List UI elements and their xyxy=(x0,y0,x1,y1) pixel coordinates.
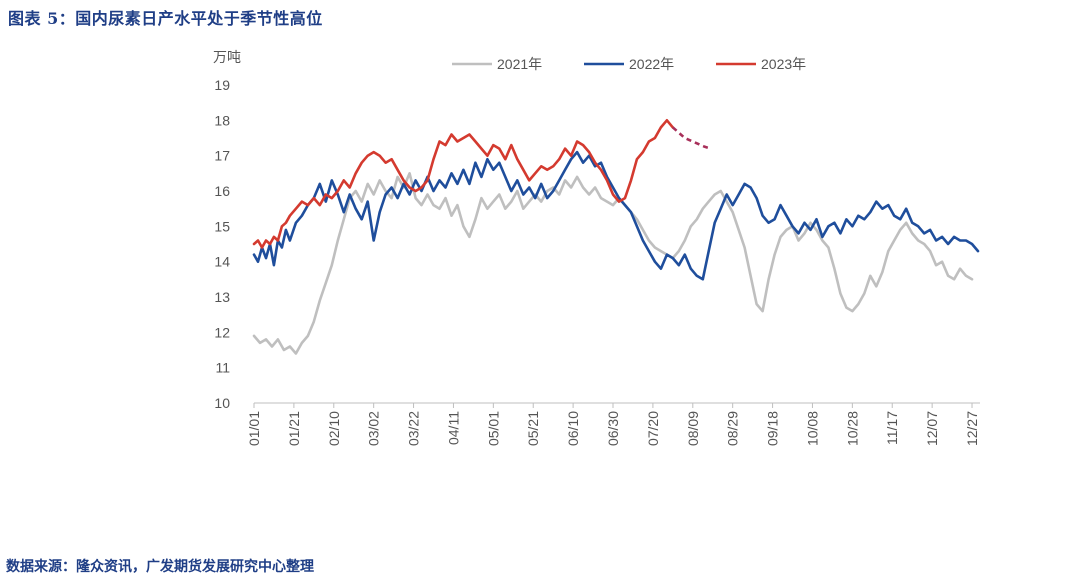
x-tick-label: 10/08 xyxy=(804,411,820,446)
y-tick-label: 16 xyxy=(214,183,230,199)
series-line-1 xyxy=(252,150,980,281)
x-axis: 01/01 01/21 02/10 03/02 03/22 04/11 05/01 05/21… xyxy=(246,402,980,446)
legend-label: 2023年 xyxy=(761,56,806,72)
x-tick-label: 08/09 xyxy=(685,411,701,446)
source-note: 数据来源：隆众资讯，广发期货发展研究中心整理 xyxy=(6,559,314,575)
x-tick-label: 08/29 xyxy=(725,411,741,446)
x-tick-label: 01/21 xyxy=(286,411,302,446)
x-tick-label: 05/01 xyxy=(485,411,501,446)
y-tick-label: 19 xyxy=(214,77,230,93)
legend-label: 2022年 xyxy=(629,56,674,72)
x-tick-label: 02/10 xyxy=(326,411,342,446)
x-tick-label: 09/18 xyxy=(765,411,781,446)
y-tick-label: 14 xyxy=(214,254,230,270)
x-tick-label: 06/30 xyxy=(605,411,621,446)
x-tick-label: 03/22 xyxy=(406,411,422,446)
x-tick-label: 10/28 xyxy=(844,411,860,446)
y-tick-label: 11 xyxy=(215,360,230,376)
legend: 2021年 2022年 2023年 xyxy=(452,56,806,72)
y-axis-ticks: 10 11 12 13 14 15 16 17 18 19 xyxy=(214,77,230,411)
series-line-2 xyxy=(252,119,675,249)
y-tick-label: 13 xyxy=(214,289,230,305)
y-axis-unit-label: 万吨 xyxy=(213,49,241,65)
x-tick-label: 07/20 xyxy=(645,411,661,446)
x-tick-label: 12/07 xyxy=(924,411,940,446)
x-tick-label: 04/11 xyxy=(445,411,461,445)
x-tick-label: 12/27 xyxy=(964,411,980,446)
x-tick-label: 03/02 xyxy=(366,411,382,446)
series-lines xyxy=(252,119,980,355)
series-line-0 xyxy=(252,172,974,355)
figure-title: 图表 5：国内尿素日产水平处于季节性高位 xyxy=(8,9,323,28)
legend-label: 2021年 xyxy=(497,56,542,72)
y-tick-label: 15 xyxy=(214,218,230,234)
x-tick-label: 11/17 xyxy=(884,411,900,445)
x-tick-label: 01/01 xyxy=(246,411,262,446)
y-tick-label: 18 xyxy=(214,112,230,128)
y-tick-label: 10 xyxy=(214,395,230,411)
series-line-dashed-3 xyxy=(671,126,712,150)
x-tick-label: 05/21 xyxy=(525,411,541,446)
y-tick-label: 12 xyxy=(214,324,230,340)
x-tick-label: 06/10 xyxy=(565,411,581,446)
y-tick-label: 17 xyxy=(214,148,230,164)
